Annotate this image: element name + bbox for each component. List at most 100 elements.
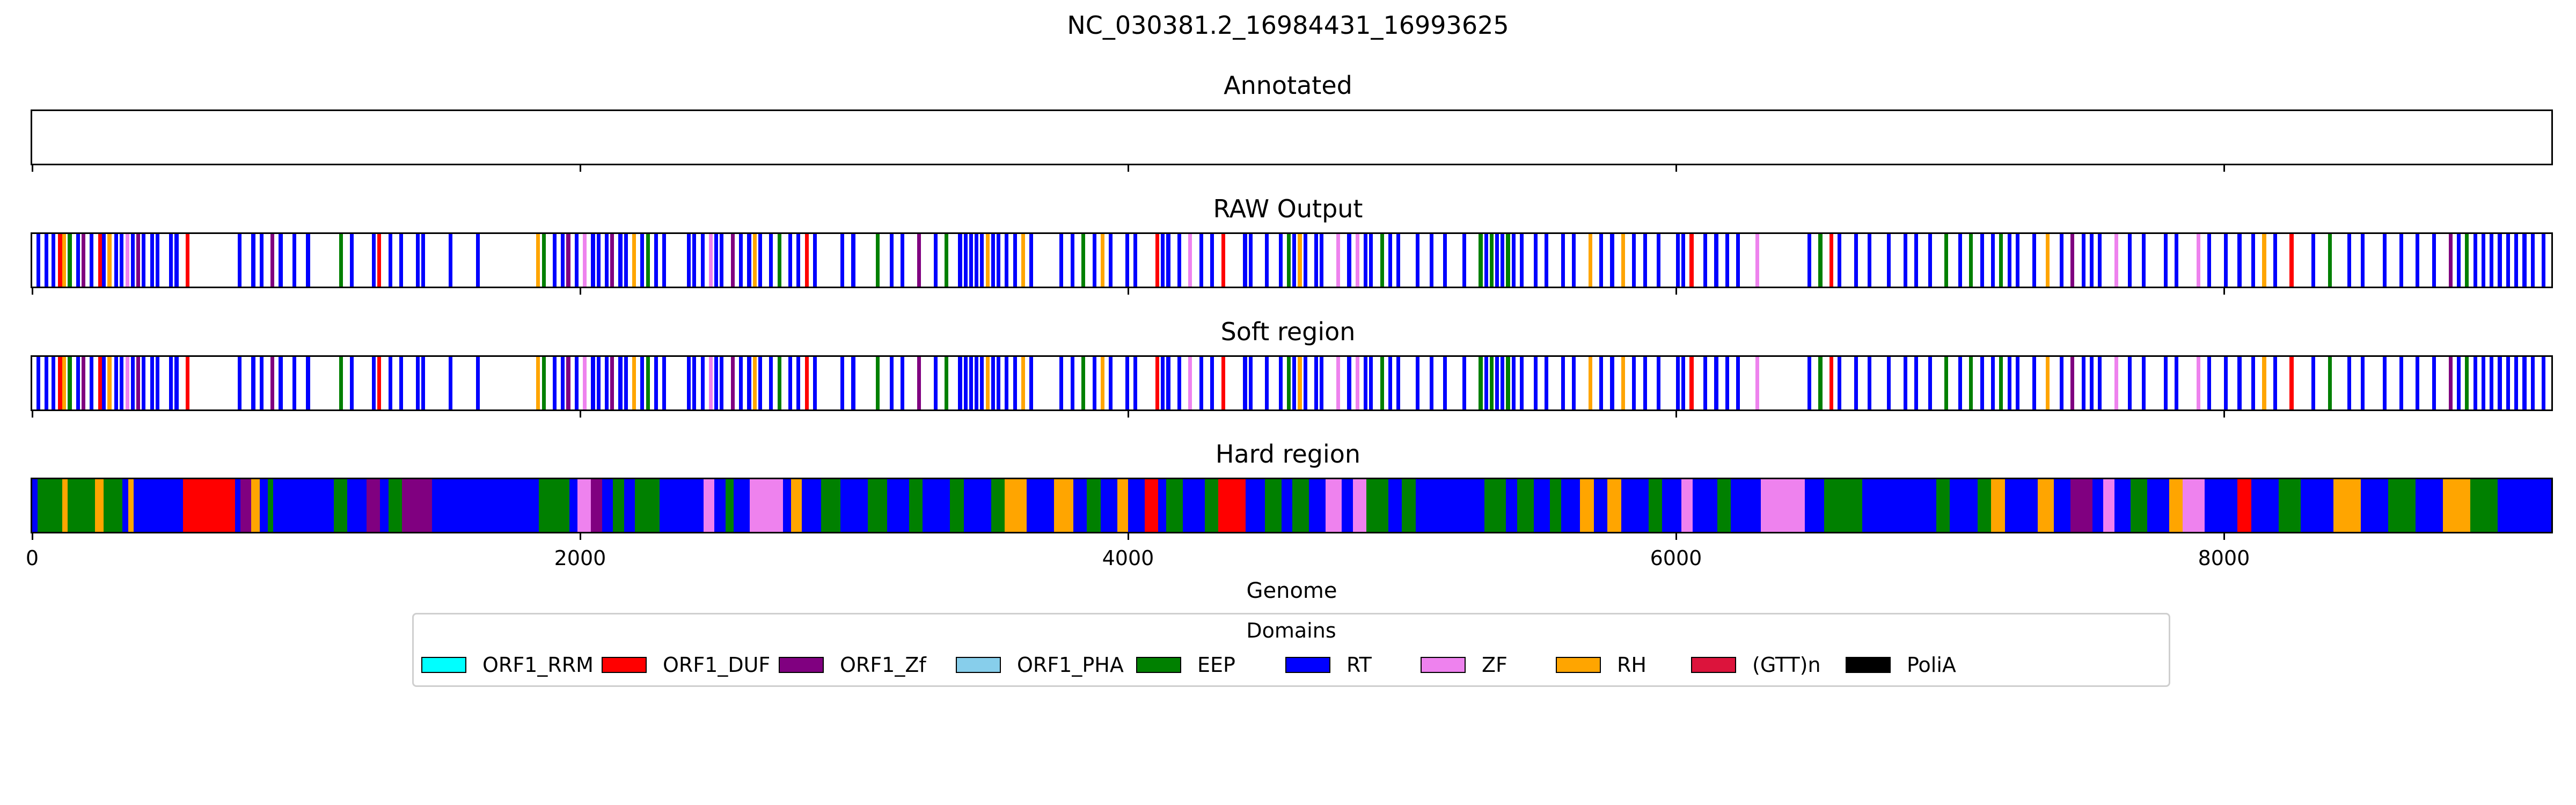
segment-eep <box>950 479 964 532</box>
segment-eep <box>541 234 546 287</box>
segment-rt <box>2059 357 2063 409</box>
segment-rt <box>1005 234 1009 287</box>
segment-rt <box>640 357 645 409</box>
segment-rt <box>36 357 40 409</box>
segment-eep <box>388 479 402 532</box>
segment-orf1-zf <box>566 234 570 287</box>
legend-label: ORF1_PHA <box>1017 653 1124 677</box>
legend-label: ORF1_DUF <box>663 653 771 677</box>
segment-rt <box>1243 234 1247 287</box>
segment-rt <box>1599 357 1604 409</box>
segment-rt <box>813 357 817 409</box>
segment-rt <box>399 234 404 287</box>
segment-rt <box>1161 357 1165 409</box>
segment-rt <box>2128 357 2132 409</box>
segment-rh <box>62 234 67 287</box>
segment-rt <box>2251 357 2256 409</box>
segment-rt <box>933 234 938 287</box>
segment-rt <box>1027 479 1055 532</box>
segment-zf <box>2103 479 2114 532</box>
segment-eep <box>103 479 123 532</box>
legend-entry-rh: RH <box>1556 653 1646 677</box>
segment-rt <box>1657 357 1661 409</box>
segment-rt <box>1736 234 1740 287</box>
segment-rt <box>1643 357 1647 409</box>
segment-eep <box>68 357 72 409</box>
segment-eep <box>868 479 887 532</box>
segment-orf1-zf <box>2070 234 2075 287</box>
segment-rt <box>2456 357 2461 409</box>
segment-rt <box>889 357 894 409</box>
segment-rt <box>51 234 55 287</box>
segment-rt <box>1519 357 1524 409</box>
segment-rt <box>1495 357 1499 409</box>
segment-eep <box>1292 479 1309 532</box>
segment-eep <box>1402 479 1416 532</box>
segment-rh <box>1021 234 1026 287</box>
segment-rt <box>596 357 601 409</box>
segment-rt <box>969 357 974 409</box>
segment-rt <box>1838 234 1842 287</box>
segment-rt <box>2175 234 2179 287</box>
segment-eep <box>1506 357 1510 409</box>
segment-rt <box>2147 479 2169 532</box>
x-tick <box>2223 533 2225 540</box>
segment-eep <box>1517 479 1534 532</box>
segment-rt <box>2141 234 2146 287</box>
segment-rt <box>1248 234 1253 287</box>
segment-rt <box>1887 234 1891 287</box>
segment-rt <box>2237 357 2242 409</box>
segment-rt <box>1804 479 1824 532</box>
track-hard-region <box>31 478 2553 533</box>
segment-rt <box>980 234 984 287</box>
segment-eep <box>339 234 343 287</box>
segment-orf1-duf <box>1689 357 1694 409</box>
segment-rh <box>95 479 104 532</box>
segment-rt <box>421 357 426 409</box>
segment-eep <box>1506 234 1510 287</box>
track-raw-output <box>31 232 2553 288</box>
segment-rt <box>1429 234 1433 287</box>
segment-rt <box>958 357 962 409</box>
segment-rt <box>2347 357 2351 409</box>
segment-rt <box>1544 357 1549 409</box>
segment-rt <box>1868 234 1872 287</box>
segment-rt <box>235 479 240 532</box>
segment-eep <box>2388 479 2416 532</box>
segment-orf1-duf <box>1221 234 1225 287</box>
segment-rt <box>1133 234 1138 287</box>
segment-rt <box>1128 479 1145 532</box>
segment-rt <box>963 357 968 409</box>
segment-rt <box>273 479 334 532</box>
segment-rt <box>2311 357 2316 409</box>
segment-eep <box>1489 234 1494 287</box>
segment-rt <box>1125 357 1129 409</box>
segment-zf <box>583 357 587 409</box>
legend-label: PoliA <box>1907 653 1956 677</box>
segment-zf <box>1336 234 1341 287</box>
segment-rt <box>1533 234 1538 287</box>
segment-rt <box>2175 357 2179 409</box>
segment-rt <box>591 234 595 287</box>
segment-zf <box>1336 357 1341 409</box>
segment-rt <box>421 234 426 287</box>
x-tick-label: 6000 <box>1650 546 1702 570</box>
segment-rt <box>1621 479 1649 532</box>
segment-eep <box>1824 479 1863 532</box>
segment-rt <box>155 357 159 409</box>
x-tick <box>32 533 33 540</box>
segment-rt <box>662 357 667 409</box>
segment-rt <box>2399 357 2403 409</box>
segment-rt <box>1950 479 1978 532</box>
segment-eep <box>777 357 781 409</box>
segment-eep <box>944 234 949 287</box>
segment-eep <box>268 479 274 532</box>
segment-rt <box>687 234 691 287</box>
legend-label: ORF1_RRM <box>482 653 594 677</box>
segment-rt <box>561 357 565 409</box>
segment-rt <box>714 357 719 409</box>
segment-eep <box>1944 234 1949 287</box>
segment-rt <box>2081 234 2085 287</box>
segment-rt <box>1281 479 1293 532</box>
segment-rt <box>2015 234 2020 287</box>
